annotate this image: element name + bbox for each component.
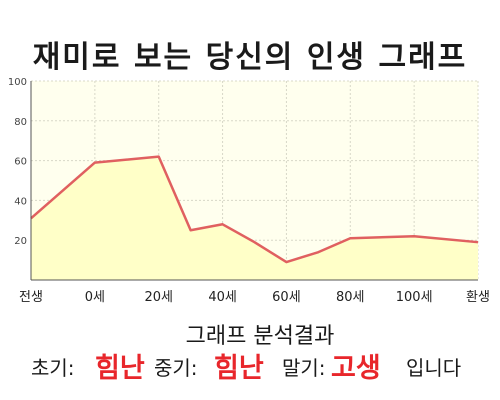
life-graph-chart: 20 40 60 80 100 전생 0세 20세 40세 60세 80세 100세 환생 (8, 77, 490, 305)
series-line (30, 155, 479, 264)
area-fill (31, 156, 478, 280)
y-tick-label: 100 (8, 77, 27, 88)
analysis-result: 초기: 힘난 중기: 힘난 말기: 고생 입니다 (0, 348, 500, 384)
result-suffix: 입니다 (406, 356, 462, 380)
y-tick-label: 80 (14, 117, 27, 128)
x-tick-label: 전생 (19, 290, 43, 305)
x-tick-label: 20세 (144, 290, 173, 305)
middle-value: 힘난 (214, 353, 264, 384)
x-tick-label: 0세 (85, 290, 105, 305)
y-tick-label: 40 (14, 196, 27, 207)
x-tick-label: 60세 (272, 290, 301, 305)
late-value: 고생 (331, 353, 381, 384)
chart-title: 재미로 보는 당신의 인생 그래프 (32, 40, 468, 75)
y-tick-label: 20 (14, 236, 27, 247)
x-tick-label: 80세 (336, 290, 365, 305)
early-value: 힘난 (95, 353, 145, 384)
middle-label: 중기: (154, 356, 198, 380)
plot-area: 20 40 60 80 100 전생 0세 20세 40세 60세 80세 100세 환생 (8, 77, 490, 305)
analysis-heading: 그래프 분석결과 (185, 324, 335, 349)
early-label: 초기: (31, 356, 75, 380)
x-tick-label: 환생 (466, 290, 490, 305)
y-tick-label: 60 (14, 157, 27, 168)
late-label: 말기: (282, 356, 326, 380)
x-tick-label: 100세 (396, 290, 433, 305)
x-tick-label: 40세 (208, 290, 237, 305)
